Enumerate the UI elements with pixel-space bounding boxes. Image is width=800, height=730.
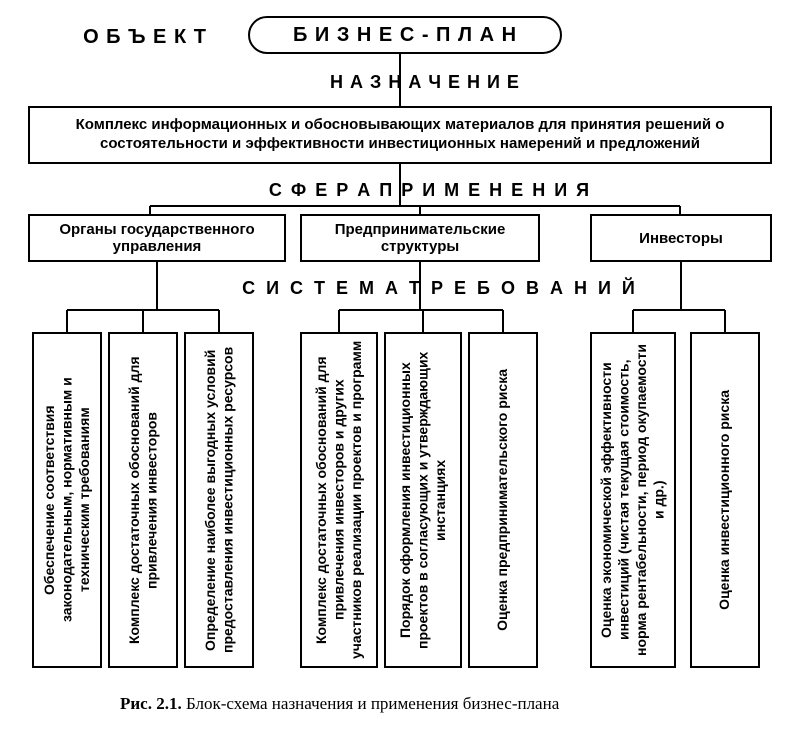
vcol-2-text: Определение наиболее выгодных условий пр… xyxy=(200,334,239,666)
object-label: О Б Ъ Е К Т xyxy=(60,26,230,49)
vcol-3: Комплекс достаточных обоснований для при… xyxy=(300,332,378,668)
scope-box-1-text: Предпринимательские структуры xyxy=(308,221,532,255)
caption-label: Рис. 2.1. xyxy=(120,694,182,713)
figure-caption: Рис. 2.1. Блок-схема назначения и примен… xyxy=(120,694,559,714)
req-label: С И С Т Е М А Т Р Е Б О В А Н И Й xyxy=(180,278,700,299)
vcol-5-text: Оценка предпринимательского риска xyxy=(492,363,514,637)
vcol-3-text: Комплекс достаточных обоснований для при… xyxy=(311,334,368,666)
vcol-6: Оценка экономической эффективности инвес… xyxy=(590,332,676,668)
vcol-5: Оценка предпринимательского риска xyxy=(468,332,538,668)
vcol-4-text: Порядок оформления инвестиционных проект… xyxy=(395,334,452,666)
plan-box-text: Б И З Н Е С - П Л А Н xyxy=(293,24,517,47)
scope-box-0: Органы государственного управления xyxy=(28,214,286,262)
vcol-7: Оценка инвестиционного риска xyxy=(690,332,760,668)
purpose-box: Комплекс информационных и обосновывающих… xyxy=(28,106,772,164)
purpose-label: Н А З Н А Ч Е Н И Е xyxy=(300,72,550,93)
plan-box: Б И З Н Е С - П Л А Н xyxy=(248,16,562,54)
purpose-box-text: Комплекс информационных и обосновывающих… xyxy=(36,116,764,154)
scope-box-2: Инвесторы xyxy=(590,214,772,262)
vcol-4: Порядок оформления инвестиционных проект… xyxy=(384,332,462,668)
scope-box-1: Предпринимательские структуры xyxy=(300,214,540,262)
vcol-2: Определение наиболее выгодных условий пр… xyxy=(184,332,254,668)
scope-box-2-text: Инвесторы xyxy=(639,230,723,247)
vcol-7-text: Оценка инвестиционного риска xyxy=(714,384,736,616)
caption-text: Блок-схема назначения и применения бизне… xyxy=(186,694,559,713)
scope-label: С Ф Е Р А П Р И М Е Н Е Н И Я xyxy=(220,180,640,201)
scope-box-0-text: Органы государственного управления xyxy=(36,221,278,255)
vcol-6-text: Оценка экономической эффективности инвес… xyxy=(596,334,670,666)
vcol-1: Комплекс достаточных обоснований для при… xyxy=(108,332,178,668)
vcol-0: Обеспечение соответствия законодательным… xyxy=(32,332,102,668)
vcol-1-text: Комплекс достаточных обоснований для при… xyxy=(124,334,163,666)
vcol-0-text: Обеспечение соответствия законодательным… xyxy=(39,334,96,666)
